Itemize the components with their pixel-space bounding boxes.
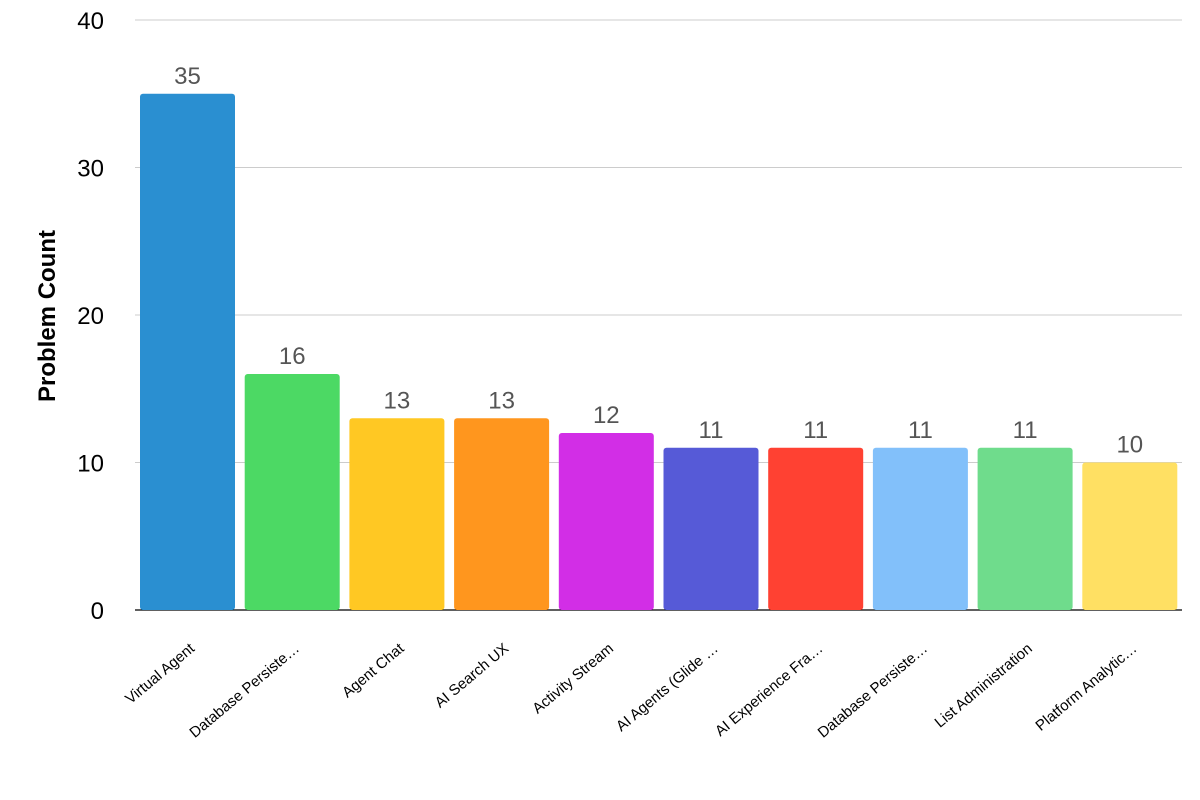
x-tick-label: List Administration xyxy=(931,640,1035,731)
y-tick-label: 10 xyxy=(77,451,104,478)
y-tick-label: 30 xyxy=(77,156,104,183)
x-tick-label: AI Experience Fra… xyxy=(712,640,826,740)
bar-3 xyxy=(349,418,445,610)
data-label: 11 xyxy=(803,417,828,444)
x-tick-label: Database Persiste… xyxy=(815,640,931,741)
data-label: 11 xyxy=(1013,417,1038,444)
bar-9 xyxy=(977,447,1073,610)
data-label: 16 xyxy=(279,343,306,370)
x-tick-label: Database Persiste… xyxy=(186,640,302,741)
x-tick-label: Agent Chat xyxy=(339,640,408,702)
x-tick-label: Virtual Agent xyxy=(122,640,199,708)
y-tick-label: 20 xyxy=(77,303,104,330)
bar-4 xyxy=(454,418,550,610)
bar-2 xyxy=(244,374,340,610)
x-tick-label: AI Search UX xyxy=(432,640,513,711)
data-label: 11 xyxy=(908,417,933,444)
y-axis-ticks: 0 10 20 30 40 xyxy=(77,8,104,625)
data-labels: 35 16 13 13 12 11 11 11 11 10 xyxy=(174,63,1143,459)
bar-8 xyxy=(872,447,968,610)
y-tick-label: 0 xyxy=(91,598,104,625)
x-tick-label: Activity Stream xyxy=(529,640,617,717)
data-label: 13 xyxy=(384,387,411,414)
x-tick-label: AI Agents (Glide … xyxy=(613,640,722,735)
bar-10 xyxy=(1082,462,1178,610)
bar-1 xyxy=(140,93,235,610)
data-label: 35 xyxy=(174,63,201,90)
x-tick-label: Platform Analytic… xyxy=(1032,640,1140,734)
y-tick-label: 40 xyxy=(77,8,104,35)
y-axis-label: Problem Count xyxy=(34,230,61,402)
bar-6 xyxy=(663,447,759,610)
bar-7 xyxy=(768,447,864,610)
data-label: 13 xyxy=(488,387,515,414)
data-label: 11 xyxy=(699,417,724,444)
bars xyxy=(140,93,1178,610)
data-label: 12 xyxy=(593,402,620,429)
bar-5 xyxy=(558,433,654,610)
data-label: 10 xyxy=(1116,432,1143,459)
